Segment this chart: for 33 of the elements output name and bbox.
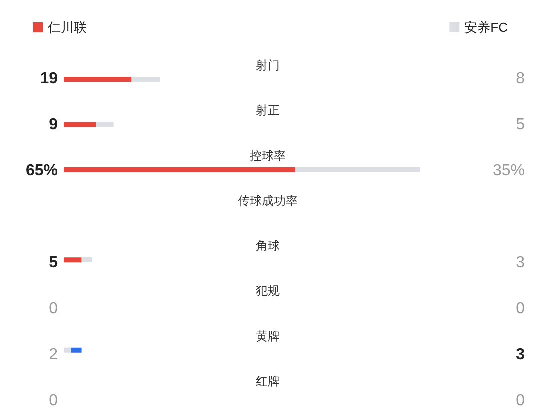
bar xyxy=(82,258,92,263)
bar xyxy=(64,258,82,263)
data-label: 19 xyxy=(40,70,58,88)
y-tick-label: 控球率 xyxy=(250,148,286,163)
bar xyxy=(64,167,296,172)
data-label: 5 xyxy=(516,116,526,134)
data-label: 3 xyxy=(516,254,526,272)
data-label: 0 xyxy=(49,392,58,410)
y-tick-label: 犯规 xyxy=(256,284,280,298)
data-label: 0 xyxy=(516,392,526,410)
y-tick-label: 射正 xyxy=(256,104,280,118)
data-label: 35% xyxy=(492,162,525,180)
bar xyxy=(64,122,96,128)
legend-label: 安养FC xyxy=(464,20,508,35)
y-tick-label: 射门 xyxy=(256,58,280,73)
y-tick-label: 传球成功率 xyxy=(238,194,298,208)
bar xyxy=(64,77,132,82)
data-label: 3 xyxy=(516,346,526,364)
y-tick-label: 红牌 xyxy=(256,374,280,388)
bar xyxy=(295,167,420,172)
data-label: 0 xyxy=(49,300,58,318)
y-tick-label: 黄牌 xyxy=(256,329,280,344)
data-label: 65% xyxy=(26,162,58,180)
data-label: 2 xyxy=(49,346,58,364)
y-tick-label: 角球 xyxy=(256,239,280,254)
data-label: 0 xyxy=(516,300,526,318)
data-label: 8 xyxy=(516,70,526,88)
bar xyxy=(96,122,114,128)
legend-label: 仁川联 xyxy=(47,20,87,35)
bar xyxy=(132,77,160,82)
data-label: 9 xyxy=(49,116,58,134)
data-label: 5 xyxy=(49,254,58,272)
bar xyxy=(71,348,82,353)
